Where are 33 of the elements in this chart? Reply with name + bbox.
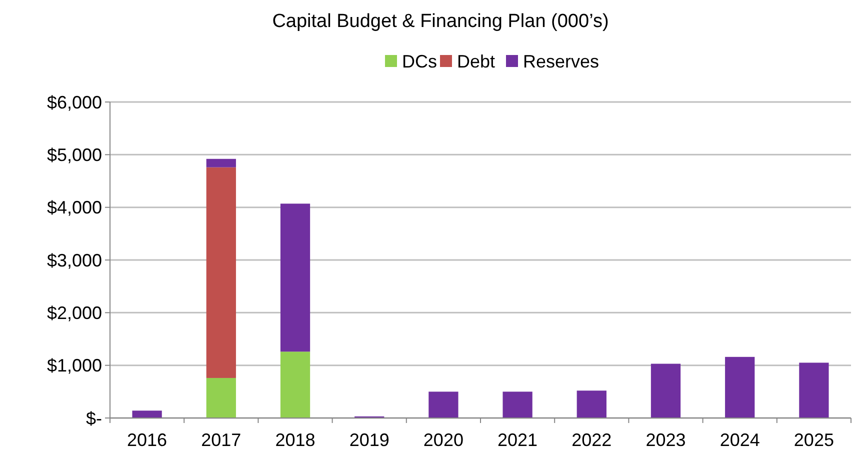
legend-label: Reserves	[523, 51, 600, 72]
bar	[799, 362, 829, 418]
bar	[280, 204, 310, 352]
x-tick-label: 2021	[498, 430, 538, 450]
bar	[280, 352, 310, 418]
x-tick-label: 2025	[794, 430, 834, 450]
x-tick-label: 2023	[646, 430, 686, 450]
legend-label: DCs	[402, 51, 437, 72]
x-tick-label: 2022	[572, 430, 612, 450]
x-tick-label: 2019	[349, 430, 390, 450]
bar	[502, 392, 532, 418]
y-tick-label: $1,000	[46, 356, 102, 376]
bar	[650, 364, 681, 418]
legend-label: Debt	[457, 51, 496, 72]
bar	[206, 167, 236, 378]
y-tick-label: $3,000	[46, 250, 102, 270]
bar	[725, 356, 755, 418]
y-tick-label: $2,000	[46, 302, 102, 323]
x-tick-label: 2018	[275, 430, 316, 450]
bar	[132, 410, 162, 418]
y-tick-label: $5,000	[46, 144, 102, 165]
x-tick-label: 2020	[423, 430, 464, 450]
x-tick-label: 2017	[201, 430, 242, 450]
bar	[206, 378, 236, 418]
y-tick-label: $-	[86, 408, 102, 428]
bar	[206, 158, 236, 168]
bar	[576, 390, 606, 418]
chart-title: Capital Budget & Financing Plan (000’s)	[272, 11, 609, 32]
y-tick-label: $4,000	[46, 198, 102, 218]
x-tick-label: 2024	[720, 430, 760, 450]
y-tick-label: $6,000	[46, 92, 102, 112]
bar	[428, 392, 458, 418]
x-tick-label: 2016	[127, 430, 168, 450]
